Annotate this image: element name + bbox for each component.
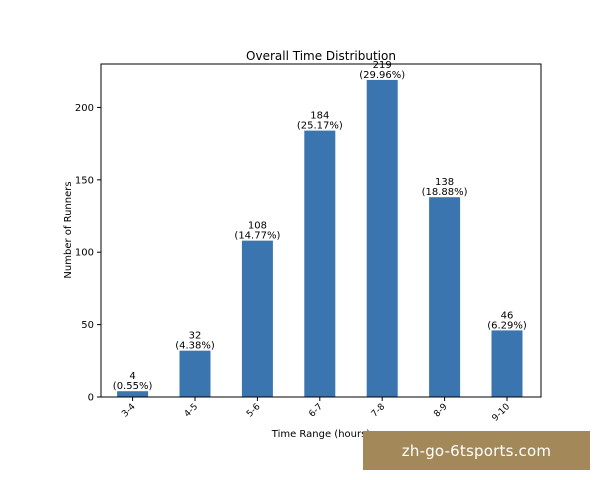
bar-percent-label: (14.77%) — [234, 231, 280, 242]
y-tick-label: 150 — [75, 175, 94, 186]
bar-value-label: 46 — [501, 310, 514, 321]
data-labels-layer: 4(0.55%) 32(4.38%) 108(14.77%) 184(25.17%) 2… — [113, 60, 527, 392]
watermark-banner: zh-go-6tsports.com — [363, 431, 590, 470]
x-tick-label: 6-7 — [307, 402, 324, 419]
y-axis-label: Number of Runners — [63, 181, 74, 278]
x-tick-label: 5-6 — [245, 402, 263, 420]
bar-value-label: 138 — [435, 177, 454, 188]
bar-value-label: 32 — [189, 331, 202, 342]
bar-value-label: 108 — [248, 221, 267, 232]
bar-value-label: 184 — [310, 111, 329, 122]
bar-5-6 — [241, 240, 273, 397]
bar-percent-label: (18.88%) — [422, 187, 468, 198]
x-tick-label: 8-9 — [432, 402, 450, 420]
plot-frame — [100, 63, 542, 398]
bar-value-label: 4 — [129, 371, 135, 382]
y-ticks-layer: 0 50 100 150 200 — [75, 103, 101, 404]
x-ticks-layer: 3-4 4-5 5-6 6-7 7-8 8-9 9-10 — [120, 397, 512, 424]
bar-9-10 — [491, 330, 523, 397]
chart-title: Overall Time Distribution — [246, 49, 396, 63]
bar-percent-label: (29.96%) — [359, 70, 405, 81]
y-tick-label: 0 — [88, 393, 94, 404]
bar-percent-label: (6.29%) — [487, 320, 527, 331]
x-axis-label: Time Range (hours) — [271, 429, 371, 440]
bars-layer — [117, 79, 523, 397]
bar-7-8 — [366, 79, 398, 397]
bar-percent-label: (0.55%) — [113, 381, 153, 392]
bar-4-5 — [179, 350, 211, 397]
bar-percent-label: (25.17%) — [297, 121, 343, 132]
bar-8-9 — [429, 197, 461, 397]
y-tick-label: 100 — [75, 248, 94, 259]
bar-percent-label: (4.38%) — [175, 341, 215, 352]
x-tick-label: 7-8 — [370, 402, 388, 420]
bar-3-4 — [117, 391, 149, 397]
x-tick-label: 9-10 — [491, 402, 513, 424]
bar-6-7 — [304, 130, 336, 397]
x-tick-label: 4-5 — [183, 402, 200, 419]
y-tick-label: 200 — [75, 103, 94, 114]
x-tick-label: 3-4 — [120, 402, 138, 420]
bar-value-label: 219 — [373, 60, 392, 71]
y-tick-label: 50 — [81, 320, 94, 331]
